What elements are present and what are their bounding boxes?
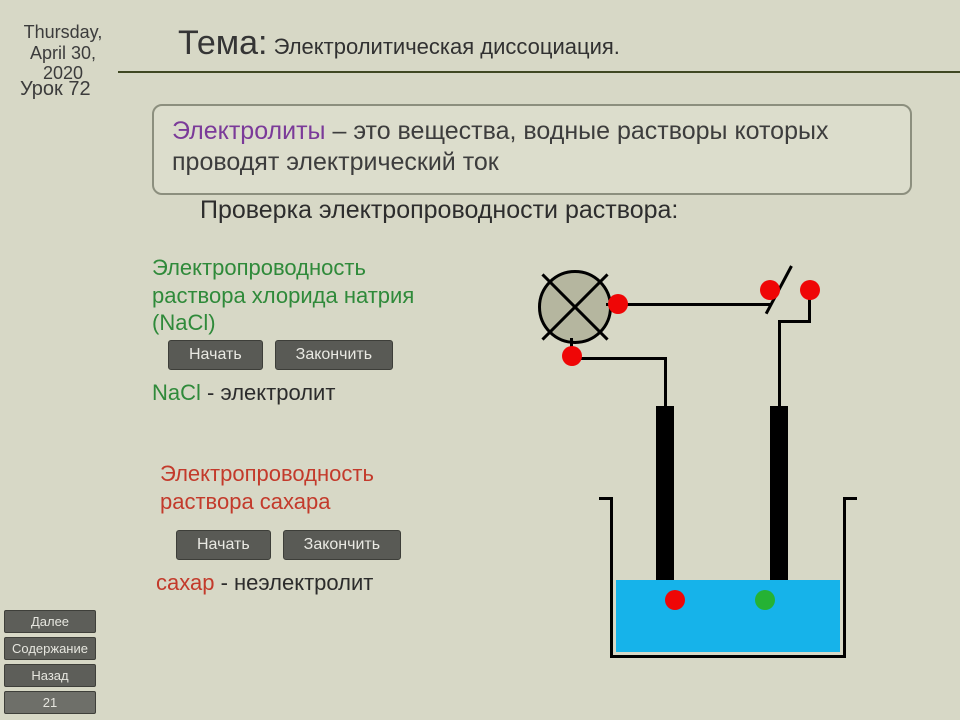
topic-text: Электролитическая диссоциация. <box>274 34 620 59</box>
nacl-stop-button[interactable]: Закончить <box>275 340 393 370</box>
circuit-node <box>760 280 780 300</box>
topic-bar: Тема: Электролитическая диссоциация. <box>118 20 960 73</box>
sugar-result-rest: - неэлектролит <box>214 570 373 595</box>
topic-label: Тема: <box>178 24 268 62</box>
circuit-node <box>562 346 582 366</box>
sugar-buttons: Начать Закончить <box>176 530 401 560</box>
wire <box>570 357 666 360</box>
nacl-title: Электропроводность раствора хлорида натр… <box>152 254 442 337</box>
wire <box>778 320 781 407</box>
date-block: Thursday, April 30, 2020 <box>8 22 118 84</box>
sugar-stop-button[interactable]: Закончить <box>283 530 401 560</box>
wire <box>778 320 811 323</box>
nacl-buttons: Начать Закончить <box>168 340 393 370</box>
wire <box>606 303 771 306</box>
lesson-number: Урок 72 <box>20 78 91 101</box>
sugar-result: сахар - неэлектролит <box>156 570 373 596</box>
beaker-lip <box>599 497 613 500</box>
nav-column: Далее Содержание Назад 21 <box>4 610 96 714</box>
sugar-title: Электропроводность раствора сахара <box>160 460 450 515</box>
circuit-node <box>800 280 820 300</box>
nacl-result-term: NaCl <box>152 380 201 405</box>
circuit-node <box>665 590 685 610</box>
nav-toc-button[interactable]: Содержание <box>4 637 96 660</box>
sugar-result-term: сахар <box>156 570 214 595</box>
sugar-start-button[interactable]: Начать <box>176 530 271 560</box>
date-line2: April 30, <box>30 43 96 63</box>
wire <box>808 306 811 323</box>
lamp-icon <box>538 270 612 344</box>
wire <box>664 357 667 407</box>
nav-back-button[interactable]: Назад <box>4 664 96 687</box>
beaker <box>610 500 846 658</box>
beaker-lip <box>843 497 857 500</box>
nacl-start-button[interactable]: Начать <box>168 340 263 370</box>
circuit-node <box>755 590 775 610</box>
solution <box>616 580 840 652</box>
definition-term: Электролиты <box>172 117 326 145</box>
circuit-diagram <box>500 260 880 660</box>
page-number: 21 <box>4 691 96 714</box>
circuit-node <box>608 294 628 314</box>
check-title: Проверка электропроводности раствора: <box>200 196 678 225</box>
date-line1: Thursday, <box>24 22 103 42</box>
nav-next-button[interactable]: Далее <box>4 610 96 633</box>
nacl-result-rest: - электролит <box>201 380 336 405</box>
definition-box: Электролиты – это вещества, водные раств… <box>152 104 912 195</box>
definition-dash: – <box>326 117 354 145</box>
nacl-result: NaCl - электролит <box>152 380 335 406</box>
